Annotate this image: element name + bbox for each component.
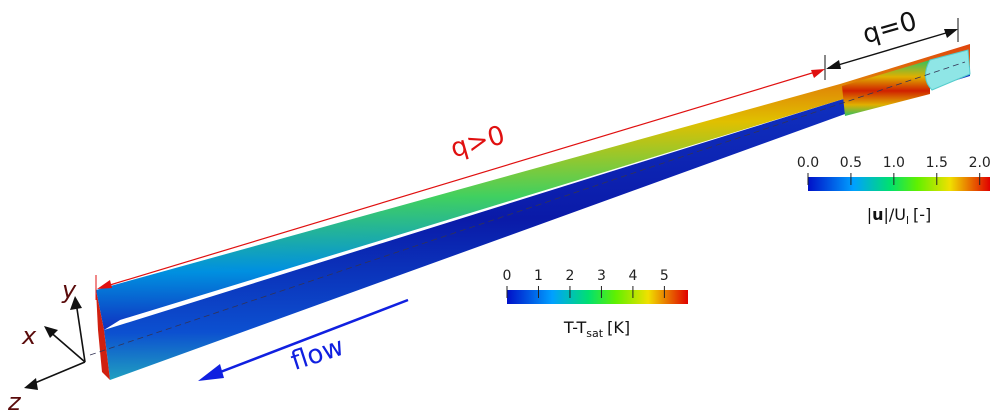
label-bold: u	[872, 205, 883, 224]
axes-triad	[24, 296, 86, 390]
label-unit: [K]	[607, 318, 630, 337]
axis-x: x	[21, 322, 37, 350]
label: |	[867, 205, 872, 224]
colorbar	[507, 290, 688, 304]
rod-front	[104, 66, 970, 380]
label: T-T	[563, 318, 587, 337]
rod-top	[96, 44, 970, 330]
axis-z: z	[7, 388, 22, 414]
tick-label: 0.5	[840, 155, 862, 171]
tick-label: 4	[628, 268, 637, 284]
heated-arrow	[97, 69, 825, 289]
label-sub: l	[906, 214, 909, 227]
flow-label: flow	[287, 332, 347, 377]
colorbar	[808, 177, 990, 191]
tick-label: 0	[503, 268, 512, 284]
vapor-bubble	[925, 49, 971, 91]
colorbar-label: T-Tsat [K]	[563, 318, 630, 340]
tick-label: 2.0	[969, 155, 991, 171]
colorbar-label: |u|/Ul [-]	[867, 205, 932, 227]
tick-label: 1	[534, 268, 543, 284]
adiabatic-arrow	[824, 18, 959, 80]
tick-label: 1.5	[926, 155, 948, 171]
axis-y: y	[61, 276, 77, 304]
rod-cut	[842, 60, 930, 116]
label-sub: sat	[586, 327, 603, 340]
rod-axis	[89, 61, 966, 356]
tick-label: 1.0	[883, 155, 905, 171]
label: |/U	[883, 205, 906, 224]
tick-label: 2	[565, 268, 574, 284]
rod-end	[96, 290, 110, 380]
tick-label: 3	[597, 268, 606, 284]
label-unit: [-]	[913, 205, 931, 224]
flow-arrow	[198, 298, 409, 381]
tick-label: 0.0	[797, 155, 819, 171]
heated-label: q>0	[447, 120, 508, 164]
tick-label: 5	[660, 268, 669, 284]
